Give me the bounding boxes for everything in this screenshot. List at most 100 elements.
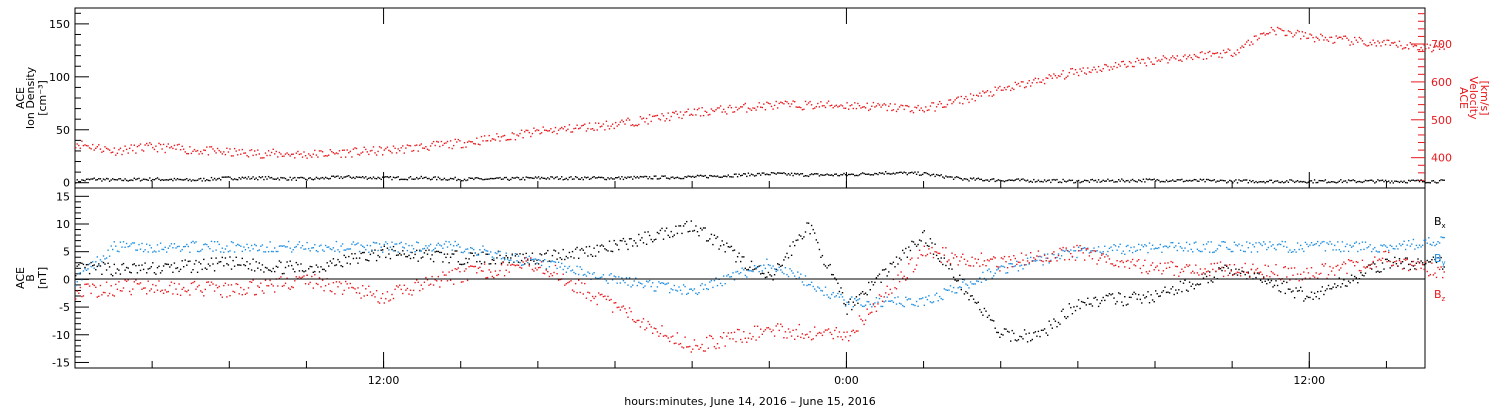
- bz-point: [241, 294, 243, 296]
- density-point: [1344, 180, 1347, 182]
- velocity-point: [746, 111, 748, 113]
- density-point: [1187, 180, 1189, 182]
- bx-point: [320, 266, 322, 268]
- by-point: [1193, 242, 1195, 244]
- density-point: [1077, 179, 1080, 182]
- velocity-point: [1375, 45, 1377, 47]
- bx-point: [1409, 268, 1411, 271]
- bz-point: [880, 295, 882, 297]
- by-point: [1428, 237, 1430, 239]
- bz-point: [152, 283, 154, 286]
- bz-point: [138, 283, 140, 285]
- bz-point: [349, 282, 351, 285]
- bx-point: [1355, 277, 1357, 279]
- bz-point: [448, 271, 450, 273]
- bz-point: [1158, 269, 1160, 272]
- by-point: [1065, 249, 1067, 251]
- by-point: [1192, 251, 1194, 253]
- bz-point: [1335, 265, 1337, 268]
- by-point: [942, 298, 944, 301]
- by-point: [807, 283, 810, 286]
- bz-point: [146, 293, 148, 295]
- density-point: [412, 178, 415, 180]
- bz-point: [272, 285, 274, 287]
- by-point: [196, 250, 199, 253]
- velocity-point: [1374, 42, 1376, 44]
- by-point: [167, 247, 169, 249]
- by-point: [1233, 241, 1236, 243]
- by-point: [1317, 240, 1319, 243]
- bx-point: [173, 262, 176, 264]
- by-point: [670, 288, 672, 290]
- velocity-point: [860, 107, 862, 109]
- density-point: [266, 178, 268, 180]
- velocity-point: [994, 86, 996, 88]
- velocity-point: [729, 104, 731, 107]
- by-point: [456, 244, 458, 247]
- bz-point: [78, 292, 80, 294]
- bz-point: [1070, 252, 1072, 255]
- bx-point: [470, 252, 472, 254]
- velocity-point: [1020, 81, 1023, 83]
- velocity-point: [1371, 43, 1373, 46]
- density-point: [834, 173, 836, 175]
- bz-point: [1101, 254, 1103, 256]
- bx-point: [579, 249, 581, 251]
- velocity-point: [1002, 89, 1004, 91]
- bx-point: [346, 262, 348, 264]
- velocity-point: [1397, 46, 1399, 48]
- velocity-point: [1053, 73, 1055, 75]
- bz-point: [520, 267, 523, 269]
- bx-point: [773, 274, 776, 276]
- bz-point: [1404, 259, 1407, 261]
- panel1-left-label-line2: Ion Density: [24, 66, 37, 129]
- density-point: [1037, 179, 1040, 181]
- by-point: [358, 250, 361, 253]
- by-point: [1119, 243, 1121, 245]
- density-point: [479, 178, 481, 180]
- density-point: [324, 176, 327, 179]
- density-point: [519, 178, 521, 181]
- by-point: [400, 241, 402, 244]
- by-point: [129, 245, 131, 247]
- bx-point: [960, 288, 962, 291]
- bz-point: [335, 281, 338, 283]
- by-point: [820, 289, 822, 292]
- density-point: [1219, 179, 1222, 181]
- bz-point: [1023, 264, 1026, 266]
- density-point: [704, 174, 706, 177]
- bx-point: [798, 234, 800, 236]
- bz-point: [831, 333, 833, 336]
- by-point: [716, 284, 719, 287]
- density-point: [524, 179, 526, 181]
- by-point: [1030, 256, 1032, 259]
- bx-point: [801, 238, 804, 240]
- bx-point: [648, 234, 651, 237]
- by-point: [928, 295, 930, 297]
- velocity-point: [650, 120, 652, 123]
- velocity-point: [550, 128, 552, 130]
- bx-point: [530, 259, 532, 261]
- velocity-point: [1275, 33, 1277, 36]
- bx-point: [292, 268, 294, 270]
- density-point: [1366, 180, 1368, 182]
- density-point: [1384, 179, 1387, 182]
- velocity-point: [192, 150, 194, 152]
- by-point: [540, 264, 543, 267]
- density-point: [1087, 180, 1089, 182]
- bx-point: [988, 314, 990, 317]
- by-point: [895, 303, 898, 305]
- bx-point: [1434, 258, 1436, 261]
- velocity-point: [818, 106, 821, 108]
- bz-point: [942, 247, 944, 249]
- by-point: [209, 248, 211, 250]
- density-point: [323, 178, 325, 180]
- velocity-point: [496, 133, 498, 135]
- velocity-point: [257, 149, 259, 151]
- density-point: [212, 179, 214, 181]
- density-point: [1051, 179, 1053, 181]
- bx-point: [98, 263, 100, 265]
- by-point: [746, 276, 748, 278]
- density-point: [1158, 179, 1160, 182]
- bx-point: [453, 253, 455, 255]
